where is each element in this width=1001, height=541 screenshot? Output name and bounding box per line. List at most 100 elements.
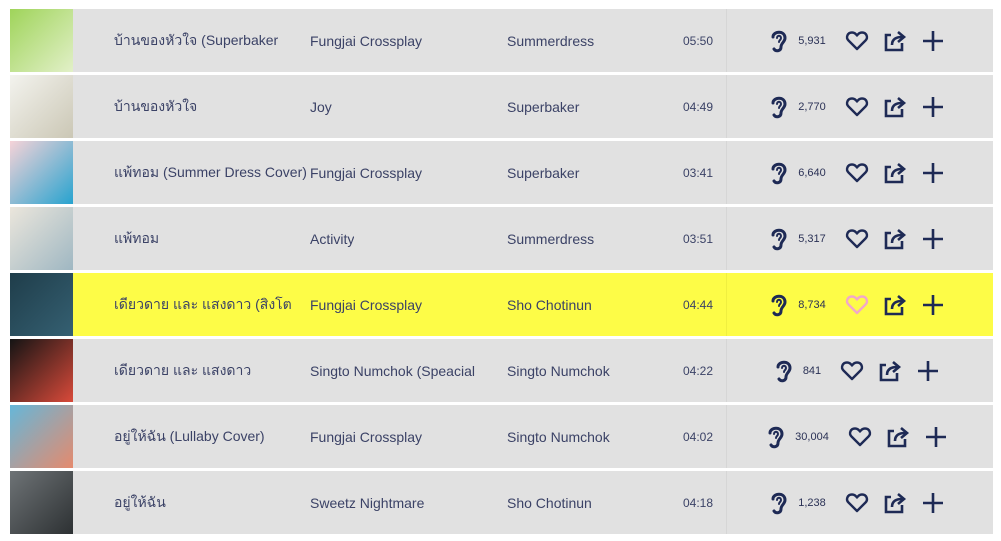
plus-icon[interactable] bbox=[915, 358, 941, 384]
divider bbox=[726, 339, 727, 402]
track-album[interactable]: Singto Numchok bbox=[507, 428, 610, 445]
album-cover[interactable] bbox=[10, 141, 73, 204]
listen-count: 2,770 bbox=[798, 100, 826, 113]
album-cover[interactable] bbox=[10, 273, 73, 336]
divider bbox=[726, 9, 727, 72]
plus-icon[interactable] bbox=[920, 292, 946, 318]
album-cover[interactable] bbox=[10, 471, 73, 534]
track-album[interactable]: Sho Chotinun bbox=[507, 494, 592, 511]
plus-icon[interactable] bbox=[920, 226, 946, 252]
track-row[interactable]: แพ้ทอม (Summer Dress Cover) Fungjai Cros… bbox=[10, 141, 993, 204]
plus-icon[interactable] bbox=[923, 424, 949, 450]
heart-icon[interactable] bbox=[844, 28, 870, 54]
share-icon[interactable] bbox=[877, 358, 903, 384]
album-cover[interactable] bbox=[10, 9, 73, 72]
track-row[interactable]: บ้านของหัวใจ (Superbaker Fungjai Crosspl… bbox=[10, 9, 993, 72]
share-icon[interactable] bbox=[882, 292, 908, 318]
track-title[interactable]: อยู่ให้ฉัน bbox=[114, 493, 166, 510]
album-cover[interactable] bbox=[10, 405, 73, 468]
track-title[interactable]: บ้านของหัวใจ bbox=[114, 97, 198, 114]
plus-icon[interactable] bbox=[920, 28, 946, 54]
track-title[interactable]: อยู่ให้ฉัน (Lullaby Cover) bbox=[114, 427, 265, 444]
listen-count: 6,640 bbox=[798, 166, 826, 179]
track-row[interactable]: เดียวดาย และ แสงดาว (สิงโต Fungjai Cross… bbox=[10, 273, 993, 336]
listen-count: 1,238 bbox=[798, 496, 826, 509]
ear-icon bbox=[776, 360, 792, 382]
track-artist[interactable]: Singto Numchok (Speacial bbox=[310, 362, 475, 379]
track-album[interactable]: Superbaker bbox=[507, 164, 580, 181]
ear-icon bbox=[768, 426, 784, 448]
listen-count: 5,317 bbox=[798, 232, 826, 245]
heart-icon[interactable] bbox=[847, 424, 873, 450]
track-duration: 03:41 bbox=[683, 165, 714, 180]
track-duration: 04:44 bbox=[683, 297, 714, 312]
share-icon[interactable] bbox=[882, 160, 908, 186]
divider bbox=[726, 471, 727, 534]
track-album[interactable]: Summerdress bbox=[507, 230, 595, 247]
divider bbox=[726, 405, 727, 468]
track-artist[interactable]: Fungjai Crossplay bbox=[310, 296, 423, 313]
plus-icon[interactable] bbox=[920, 160, 946, 186]
heart-icon[interactable] bbox=[844, 226, 870, 252]
track-row[interactable]: บ้านของหัวใจ Joy Superbaker 04:49 2,770 bbox=[10, 75, 993, 138]
share-icon[interactable] bbox=[882, 226, 908, 252]
track-actions: 6,640 bbox=[727, 141, 993, 204]
share-icon[interactable] bbox=[885, 424, 911, 450]
track-duration: 04:18 bbox=[683, 495, 714, 510]
listen-count: 5,931 bbox=[798, 34, 826, 47]
track-actions: 2,770 bbox=[727, 75, 993, 138]
track-artist[interactable]: Activity bbox=[310, 230, 355, 247]
album-cover[interactable] bbox=[10, 207, 73, 270]
heart-icon[interactable] bbox=[844, 160, 870, 186]
album-cover[interactable] bbox=[10, 75, 73, 138]
listen-count: 841 bbox=[802, 364, 822, 377]
divider bbox=[726, 141, 727, 204]
track-artist[interactable]: Fungjai Crossplay bbox=[310, 428, 423, 445]
track-duration: 04:02 bbox=[683, 429, 714, 444]
divider bbox=[726, 75, 727, 138]
ear-icon bbox=[771, 162, 787, 184]
track-title[interactable]: แพ้ทอม bbox=[114, 229, 160, 246]
heart-icon[interactable] bbox=[839, 358, 865, 384]
ear-icon bbox=[771, 228, 787, 250]
plus-icon[interactable] bbox=[920, 490, 946, 516]
track-row[interactable]: แพ้ทอม Activity Summerdress 03:51 5,317 bbox=[10, 207, 993, 270]
track-row[interactable]: เดียวดาย และ แสงดาว Singto Numchok (Spea… bbox=[10, 339, 993, 402]
track-actions: 1,238 bbox=[727, 471, 993, 534]
ear-icon bbox=[771, 294, 787, 316]
share-icon[interactable] bbox=[882, 94, 908, 120]
listen-count: 30,004 bbox=[795, 430, 829, 443]
track-artist[interactable]: Joy bbox=[310, 98, 332, 115]
track-list: บ้านของหัวใจ (Superbaker Fungjai Crosspl… bbox=[10, 9, 993, 537]
track-actions: 5,931 bbox=[727, 9, 993, 72]
track-title[interactable]: บ้านของหัวใจ (Superbaker bbox=[114, 31, 279, 48]
track-row[interactable]: อยู่ให้ฉัน (Lullaby Cover) Fungjai Cross… bbox=[10, 405, 993, 468]
track-duration: 04:49 bbox=[683, 99, 714, 114]
track-artist[interactable]: Sweetz Nightmare bbox=[310, 494, 425, 511]
heart-icon[interactable] bbox=[844, 292, 870, 318]
track-duration: 03:51 bbox=[683, 231, 714, 246]
heart-icon[interactable] bbox=[844, 94, 870, 120]
track-actions: 8,734 bbox=[727, 273, 993, 336]
track-title[interactable]: แพ้ทอม (Summer Dress Cover) bbox=[114, 163, 307, 180]
track-title[interactable]: เดียวดาย และ แสงดาว (สิงโต bbox=[114, 295, 292, 312]
share-icon[interactable] bbox=[882, 28, 908, 54]
track-album[interactable]: Singto Numchok bbox=[507, 362, 610, 379]
track-artist[interactable]: Fungjai Crossplay bbox=[310, 164, 423, 181]
track-actions: 5,317 bbox=[727, 207, 993, 270]
plus-icon[interactable] bbox=[920, 94, 946, 120]
album-cover[interactable] bbox=[10, 339, 73, 402]
ear-icon bbox=[771, 492, 787, 514]
track-row[interactable]: อยู่ให้ฉัน Sweetz Nightmare Sho Chotinun… bbox=[10, 471, 993, 534]
track-artist[interactable]: Fungjai Crossplay bbox=[310, 32, 423, 49]
divider bbox=[726, 273, 727, 336]
track-album[interactable]: Summerdress bbox=[507, 32, 595, 49]
track-duration: 04:22 bbox=[683, 363, 714, 378]
track-duration: 05:50 bbox=[683, 33, 714, 48]
track-album[interactable]: Sho Chotinun bbox=[507, 296, 592, 313]
heart-icon[interactable] bbox=[844, 490, 870, 516]
share-icon[interactable] bbox=[882, 490, 908, 516]
track-album[interactable]: Superbaker bbox=[507, 98, 580, 115]
divider bbox=[726, 207, 727, 270]
track-title[interactable]: เดียวดาย และ แสงดาว bbox=[114, 361, 252, 378]
